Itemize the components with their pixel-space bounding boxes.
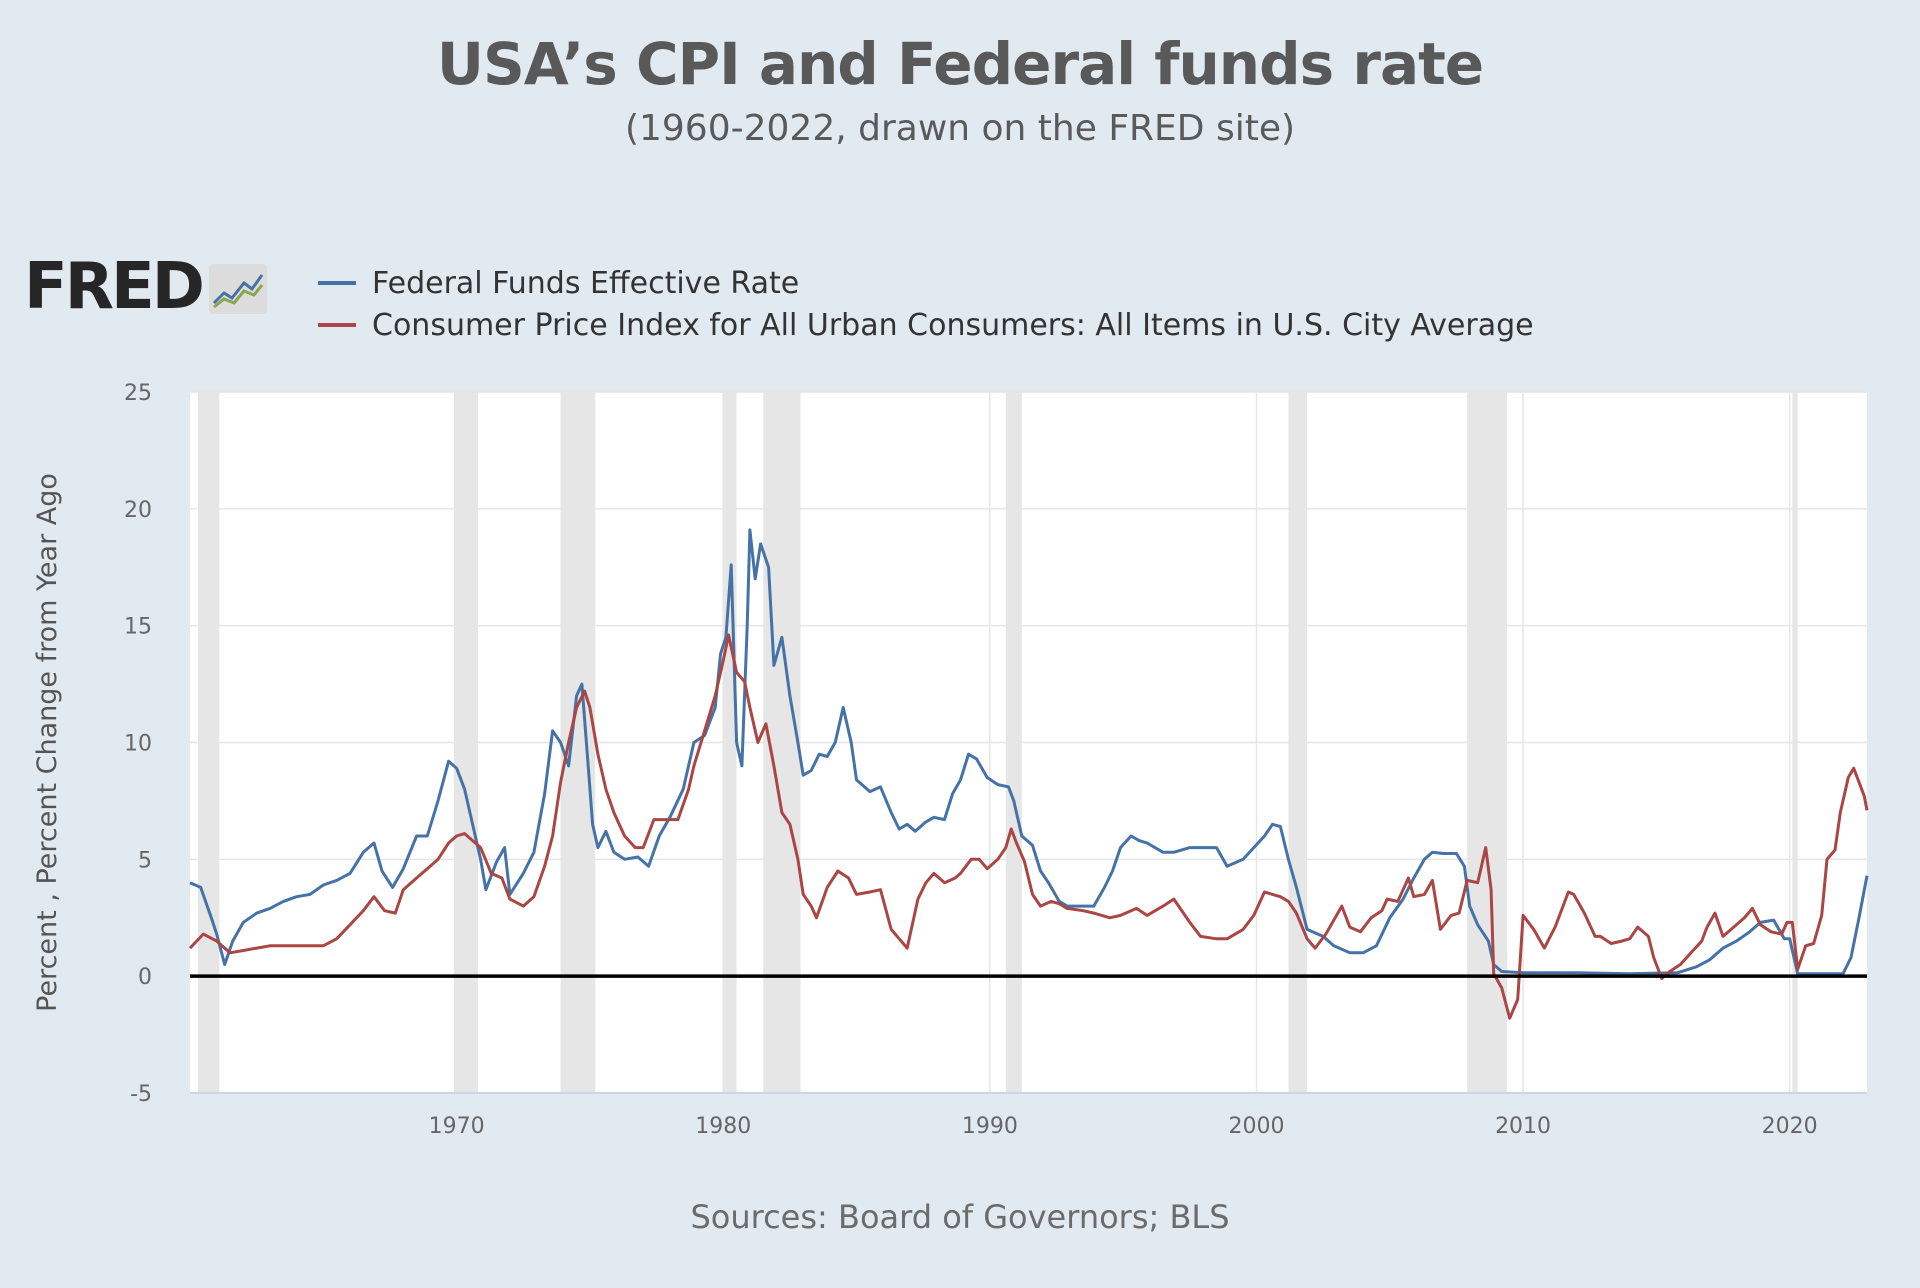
x-tick-label: 1980 [695,1114,751,1139]
series-line-fedfunds [189,528,1869,976]
source-note: Sources: Board of Governors; BLS [690,1198,1230,1236]
legend-item-cpi[interactable]: Consumer Price Index for All Urban Consu… [318,304,1534,346]
y-tick-label: 15 [124,615,152,640]
y-tick-label: 20 [124,498,152,523]
legend-label-fedfunds: Federal Funds Effective Rate [372,265,800,301]
legend-swatch-fedfunds [318,281,356,285]
y-tick-label: 10 [124,732,152,757]
x-tick-label: 1970 [429,1114,485,1139]
x-tick-label: 1990 [962,1114,1018,1139]
y-tick-label: 0 [138,965,152,990]
y-tick-label: -5 [130,1082,152,1107]
fred-logo[interactable]: FRED [24,250,268,324]
series-lines [188,528,1869,1020]
x-tick-label: 2000 [1228,1114,1284,1139]
y-tick-label: 25 [124,381,152,406]
legend-swatch-cpi [318,323,356,327]
x-tick-label: 2010 [1495,1114,1551,1139]
x-tick-label: 2020 [1762,1114,1818,1139]
series-line-cpi [188,633,1869,1020]
chart-title: USA’s CPI and Federal funds rate [436,30,1484,98]
fred-logo-text: FRED [24,250,205,324]
legend-item-fedfunds[interactable]: Federal Funds Effective Rate [318,262,1534,304]
axes: 25 20 15 10 5 0 -5 1970 1980 1990 2000 2010 2020 [124,381,1867,1139]
chart-subtitle: (1960-2022, drawn on the FRED site) [624,108,1296,149]
legend-label-cpi: Consumer Price Index for All Urban Consu… [372,307,1534,343]
y-axis-label: Percent , Percent Change from Year Ago [32,473,63,1012]
y-tick-label: 5 [138,848,152,873]
chart-legend: Federal Funds Effective Rate Consumer Pr… [318,262,1534,346]
fred-chart-icon [208,263,268,319]
